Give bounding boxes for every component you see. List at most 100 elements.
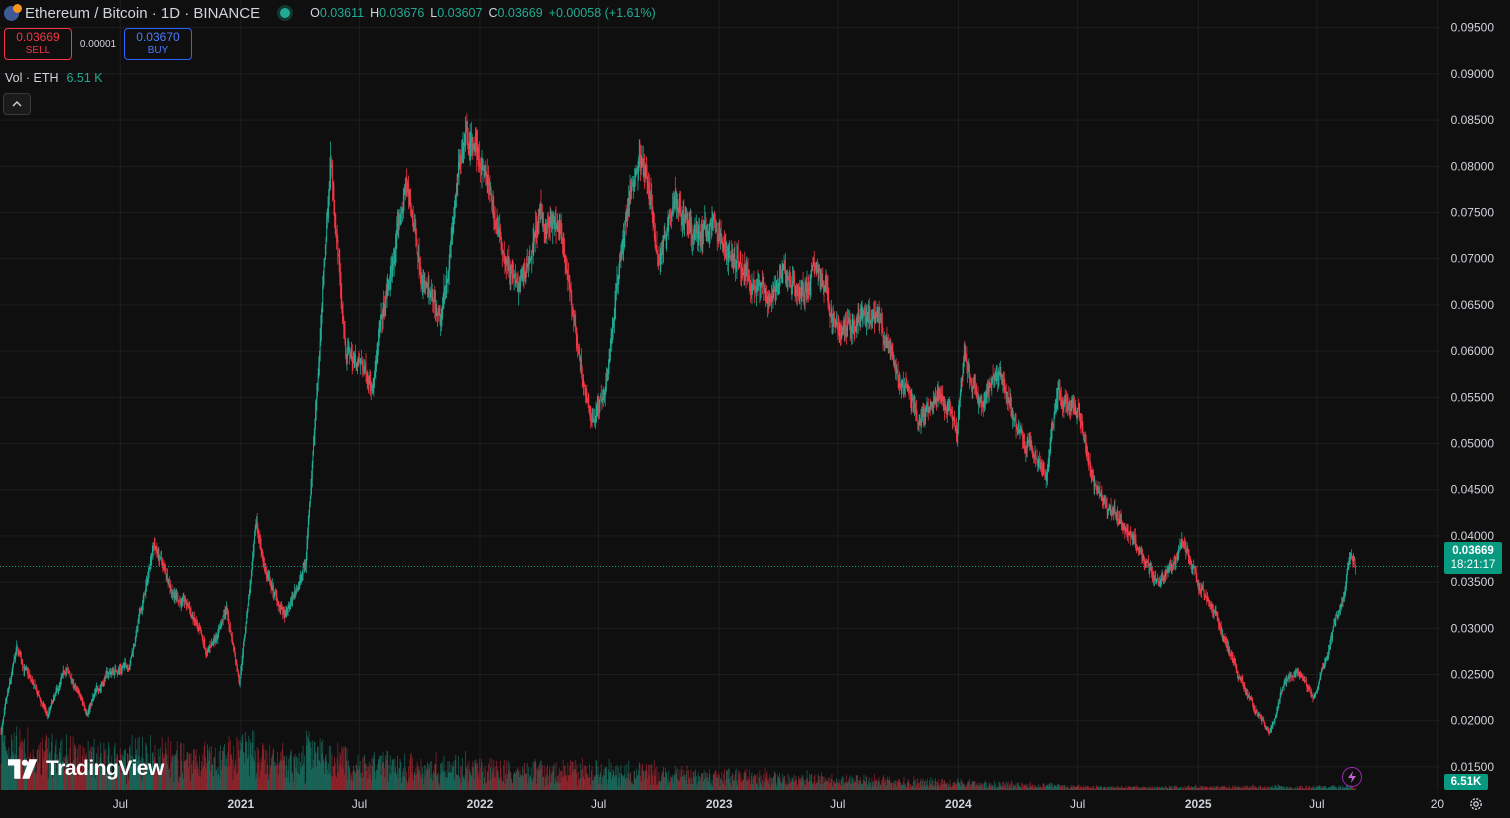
volume-bar [248,776,250,790]
candle-body [313,444,315,456]
candle-body [150,559,152,562]
volume-bar [858,781,860,790]
candle-body [597,405,599,406]
candle-body [843,324,845,330]
candle-body [228,619,230,625]
volume-bar [621,774,623,790]
candle-body [3,711,5,717]
candle-body [486,174,488,186]
volume-bar [246,741,248,790]
candle-body [712,221,714,223]
candle-body [651,200,653,210]
candle-body [486,172,488,175]
candle-body [520,280,522,287]
volume-bar [278,764,280,790]
candle-body [218,629,220,633]
volume-bar [53,763,55,790]
candle-body [18,652,20,654]
candle-body [941,394,943,396]
volume-bar [273,761,275,790]
candle-body [882,331,884,338]
candle-body [885,341,887,343]
volume-bar [1129,786,1131,790]
volume-bar [749,780,751,790]
candle-body [703,226,705,230]
candle-body [40,700,42,702]
volume-bar [51,733,53,790]
volume-bar [703,769,705,790]
volume-bar [1177,787,1179,790]
volume-bar [474,760,476,790]
volume-bar [29,774,31,790]
candle-body [427,286,429,292]
volume-bar [262,749,264,790]
volume-bar [867,786,869,790]
volume-bar [679,769,681,790]
candle-body [665,235,667,238]
candle-body [35,685,37,690]
volume-bar [1158,786,1160,790]
candle-body [566,269,568,275]
volume-bar [3,735,5,790]
volume-bar [421,778,423,790]
volume-bar [1031,785,1033,790]
volume-bar [67,754,69,790]
candle-body [374,368,376,374]
volume-bar [329,772,331,790]
volume-bar [425,765,427,790]
candle-body [862,310,864,314]
volume-bar [931,784,932,790]
candle-body [550,223,552,227]
candle-body [625,216,626,221]
candle-body [58,684,60,687]
candle-body [214,637,216,643]
volume-bar [552,771,554,790]
candle-body [753,285,755,287]
volume-bar [1233,787,1235,790]
candle-body [736,257,738,264]
volume-bar [109,762,111,790]
volume-bar [1322,785,1324,790]
candle-body [85,711,87,715]
volume-bar [132,765,134,790]
volume-bar [804,780,806,790]
candle-body [511,272,513,273]
volume-bar [345,746,347,790]
candle-body [387,284,389,287]
candle-body [397,222,399,226]
candle-body [26,668,28,670]
candle-body [249,585,251,595]
candle-body [642,160,644,166]
volume-bar [442,770,444,790]
volume-bar [896,780,898,790]
candle-body [663,235,664,247]
candle-body [39,695,41,698]
candle-body [189,608,191,612]
volume-bar [1190,787,1192,790]
volume-bar [300,761,301,790]
candle-body [56,688,58,690]
candle-body [298,587,299,589]
candle-body [71,679,73,681]
volume-bar [1260,785,1261,790]
candle-body [670,216,672,219]
candle-body [251,568,253,576]
volume-bar [469,771,471,790]
volume-bar [549,770,551,790]
volume-bar [528,767,529,790]
candle-body [145,587,147,592]
volume-bar [646,770,648,790]
candle-body [722,245,724,247]
volume-bar [638,770,640,790]
candle-body [784,262,786,267]
volume-bar [747,776,749,790]
volume-bar [440,763,442,790]
volume-bar [727,768,729,790]
candle-body [195,623,197,625]
candle-body [216,637,218,639]
volume-bar [751,772,753,790]
candle-body [143,594,145,601]
candle-body [737,255,738,258]
volume-bar [649,764,651,790]
